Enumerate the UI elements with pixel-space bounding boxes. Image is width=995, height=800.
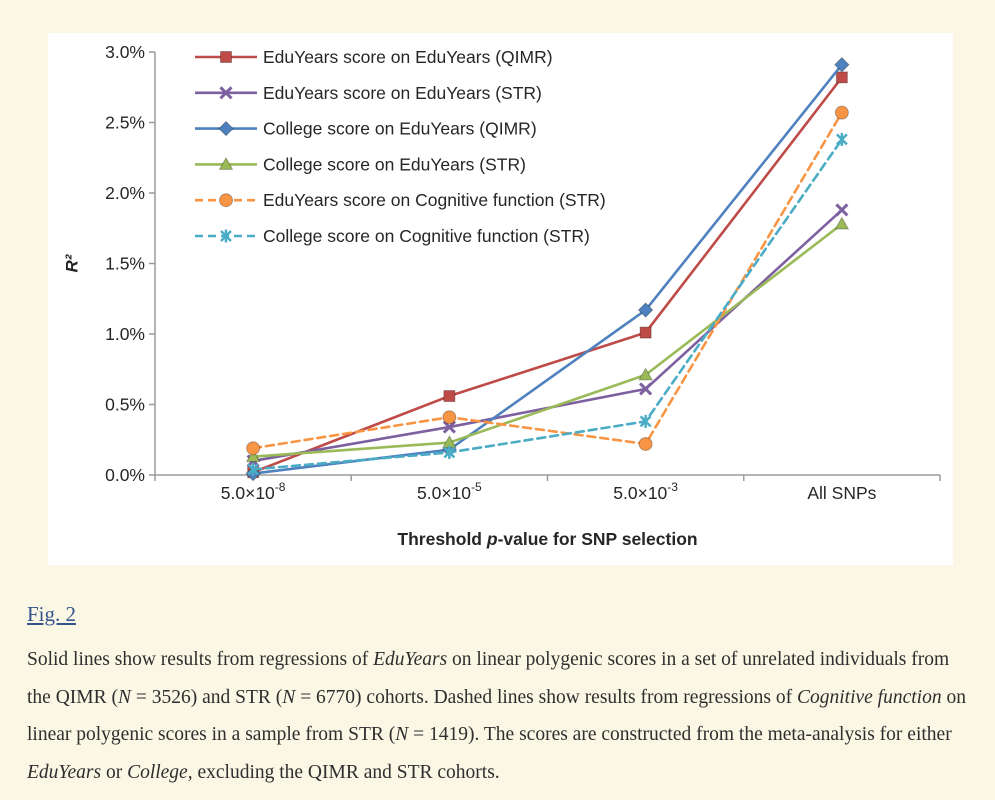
data-point-marker	[835, 203, 849, 217]
caption-segment: on linear polygenic scores in a set of u…	[27, 649, 950, 708]
caption-segment: or	[101, 761, 128, 783]
caption-italic-segment: Cognitive function	[796, 686, 942, 708]
data-point-marker	[443, 390, 456, 403]
figure-2-link[interactable]: Fig. 2	[27, 602, 77, 626]
caption-italic-segment: EduYears	[27, 761, 102, 783]
legend-marker	[219, 193, 233, 208]
x-tick-label: 5.0×10-5	[417, 480, 482, 503]
caption-segment: , excluding the QIMR and STR cohorts.	[187, 761, 500, 783]
data-point-marker	[834, 56, 850, 73]
y-tick-label: 2.0%	[105, 183, 145, 203]
caption-segment: Solid lines show results from regression…	[27, 649, 374, 670]
caption-segment: = 6770) cohorts. Dashed lines show resul…	[295, 686, 797, 708]
series-line-3	[251, 222, 844, 458]
data-point-marker	[639, 382, 653, 396]
data-point-marker	[639, 326, 652, 339]
y-tick-label: 2.5%	[105, 113, 145, 133]
data-point-marker	[246, 441, 261, 456]
figure-caption-text: Solid lines show results from regression…	[27, 641, 977, 791]
series-line-5	[251, 138, 844, 471]
legend-label: EduYears score on EduYears (STR)	[263, 83, 542, 103]
figure-panel: 0.0% 0.5% 1.0% 1.5% 2.0% 2.5% 3.0% 5.0×10-8 5.0×…	[48, 33, 953, 565]
data-point-marker	[638, 367, 653, 381]
data-point-marker	[245, 449, 261, 463]
y-tick-label: 0.5%	[105, 395, 145, 415]
data-point-marker	[442, 420, 456, 434]
figure-chart: 0.0% 0.5% 1.0% 1.5% 2.0% 2.5% 3.0% 5.0×10-8 5.0×…	[63, 42, 941, 549]
figure-caption-block: Fig. 2 Solid lines show results from reg…	[27, 602, 977, 791]
y-tick-label: 3.0%	[105, 42, 145, 62]
legend-label: College score on EduYears (STR)	[263, 154, 526, 174]
legend-marker	[218, 120, 234, 137]
x-tick-label: 5.0×10-3	[613, 480, 678, 503]
x-tick-label: 5.0×10-8	[221, 480, 286, 503]
data-point-marker	[638, 436, 653, 451]
caption-italic-segment: N	[282, 686, 296, 708]
data-point-marker	[835, 71, 848, 84]
legend-label: College score on EduYears (QIMR)	[263, 119, 537, 139]
x-tick-label: All SNPs	[807, 483, 876, 503]
series-line-4	[251, 111, 844, 450]
legend-label: EduYears score on EduYears (QIMR)	[263, 47, 553, 67]
caption-italic-segment: EduYears	[373, 649, 448, 670]
y-tick-label: 1.0%	[105, 324, 145, 344]
x-axis-title: Threshold p-value for SNP selection	[397, 529, 697, 549]
series-line-1	[251, 208, 844, 463]
data-point-marker	[637, 302, 654, 318]
legend-marker	[220, 51, 232, 63]
y-tick-label: 1.5%	[105, 254, 145, 274]
caption-segment: on linear polygenic scores in a sample f…	[27, 686, 966, 746]
y-tick-label: 0.0%	[105, 465, 145, 485]
legend-marker	[219, 86, 233, 100]
caption-italic-segment: N	[118, 686, 132, 708]
caption-segment: = 3526) and STR (	[131, 686, 283, 708]
series-line-0	[251, 76, 844, 474]
y-axis-title: R²	[63, 253, 82, 272]
data-point-marker	[442, 410, 457, 425]
caption-italic-segment: College	[127, 761, 188, 783]
legend-label: College score on Cognitive function (STR…	[263, 226, 590, 246]
data-point-marker	[834, 216, 850, 230]
data-point-marker	[834, 105, 849, 120]
caption-segment: = 1419). The scores are constructed from…	[408, 724, 952, 745]
legend-label: EduYears score on Cognitive function (ST…	[263, 190, 606, 210]
legend-marker	[218, 156, 234, 170]
caption-italic-segment: N	[395, 724, 409, 745]
